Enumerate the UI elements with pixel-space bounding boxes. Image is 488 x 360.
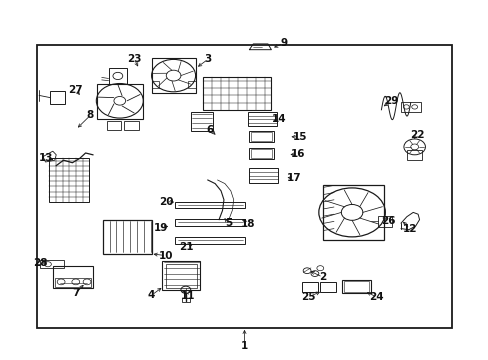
Bar: [175, 202, 245, 208]
Text: 12: 12: [402, 224, 416, 234]
Text: 17: 17: [286, 173, 301, 183]
Text: 20: 20: [159, 197, 173, 207]
Bar: [342, 280, 370, 293]
Bar: [249, 168, 277, 183]
Text: 22: 22: [409, 130, 424, 140]
Bar: [203, 77, 271, 110]
Bar: [108, 68, 127, 84]
Bar: [162, 261, 200, 290]
Text: 16: 16: [290, 149, 305, 159]
Text: 21: 21: [179, 242, 194, 252]
Text: 18: 18: [240, 219, 255, 229]
Text: 25: 25: [300, 292, 315, 302]
Bar: [407, 150, 421, 160]
Text: 2: 2: [319, 272, 325, 282]
Bar: [175, 219, 245, 226]
Text: 6: 6: [206, 125, 213, 135]
Bar: [55, 278, 91, 287]
Bar: [97, 84, 143, 119]
Bar: [102, 220, 151, 254]
Bar: [182, 298, 189, 302]
Bar: [151, 58, 195, 93]
Bar: [53, 266, 93, 288]
Text: 23: 23: [127, 54, 142, 64]
Text: 14: 14: [271, 114, 285, 124]
Text: 3: 3: [204, 54, 211, 64]
Text: 13: 13: [39, 153, 54, 163]
Bar: [37, 45, 451, 328]
Text: 19: 19: [154, 222, 168, 233]
Text: 7: 7: [72, 288, 80, 298]
Bar: [151, 81, 159, 88]
Text: 28: 28: [33, 258, 47, 268]
Bar: [124, 121, 139, 130]
Bar: [320, 282, 335, 292]
Text: 4: 4: [147, 290, 155, 300]
Bar: [190, 112, 212, 131]
Bar: [249, 131, 273, 142]
Text: 9: 9: [280, 38, 286, 48]
Bar: [188, 81, 195, 88]
Bar: [251, 132, 271, 141]
Text: 27: 27: [68, 85, 83, 95]
Text: 26: 26: [381, 216, 395, 226]
Bar: [40, 260, 63, 268]
Bar: [106, 121, 121, 130]
Text: 24: 24: [368, 292, 383, 302]
Text: 5: 5: [225, 218, 232, 228]
Bar: [248, 112, 276, 126]
Text: 11: 11: [181, 291, 195, 301]
Bar: [166, 264, 196, 288]
Text: 1: 1: [241, 341, 247, 351]
Text: 15: 15: [292, 132, 306, 142]
Bar: [302, 282, 317, 292]
Text: 29: 29: [383, 96, 398, 106]
Bar: [251, 149, 271, 158]
Bar: [50, 91, 64, 104]
Bar: [377, 216, 391, 227]
Bar: [344, 281, 368, 292]
Text: 8: 8: [87, 110, 94, 120]
Text: 10: 10: [159, 251, 173, 261]
Bar: [175, 237, 245, 244]
Bar: [249, 148, 273, 159]
Bar: [49, 158, 89, 202]
Bar: [322, 185, 383, 240]
Bar: [400, 102, 420, 112]
